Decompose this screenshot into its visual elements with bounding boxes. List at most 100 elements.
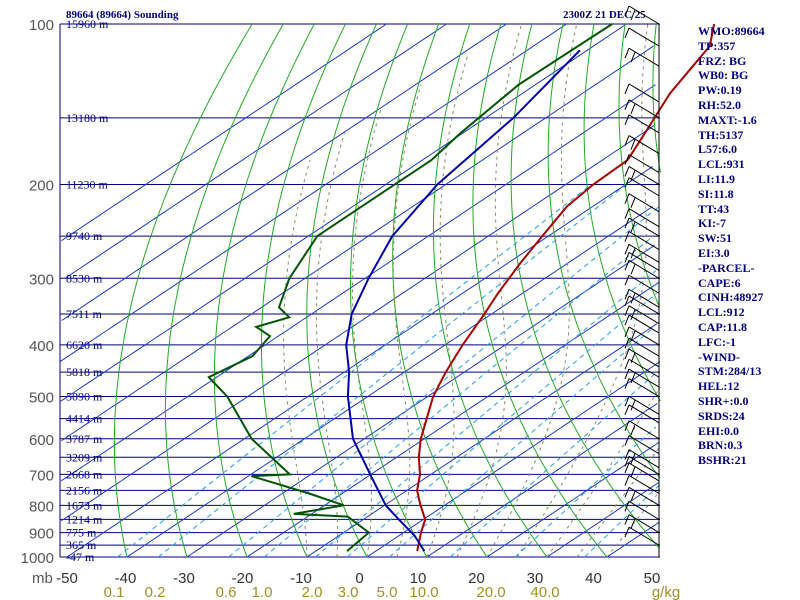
wind-barb: [624, 260, 630, 271]
wind-barb: [624, 289, 630, 300]
side-index-item: RH:52.0: [698, 97, 741, 112]
moist-adiabat-line: [456, 23, 523, 558]
wind-barb: [628, 395, 660, 415]
wind-barb: [630, 372, 636, 384]
side-index-item: EHI:0.0: [698, 423, 740, 438]
side-index-item: SI:11.8: [698, 186, 734, 201]
wind-barb: [628, 231, 660, 251]
height-label: 2156 m: [66, 483, 103, 497]
sounding-time: 2300Z 21 DEC 25: [563, 9, 646, 21]
wind-barb: [630, 103, 636, 115]
wind-barb: [628, 526, 660, 546]
moist-adiabat-line: [486, 23, 578, 558]
station-title: 89664 (89664) Sounding: [66, 9, 179, 21]
wind-barb: [624, 83, 630, 95]
wind-barb: [624, 487, 630, 498]
wind-barb: [624, 396, 630, 407]
side-index-item: EI:3.0: [698, 245, 730, 260]
moist-adiabat-line: [392, 84, 422, 558]
dry-adiabat-line: [618, 23, 661, 308]
isotherm-line: [61, 23, 507, 321]
wind-barb: [624, 326, 630, 338]
wind-barb: [628, 404, 660, 424]
wind-barb: [624, 244, 630, 255]
side-index-item: LCL:912: [698, 305, 745, 320]
moist-adiabat-line: [606, 490, 661, 558]
mixing-ratio-label: 0.1: [104, 584, 125, 600]
temperature-tick-label: -10: [290, 570, 312, 587]
wind-barb: [624, 404, 630, 415]
isotherm-line: [186, 244, 655, 558]
height-label: 2668 m: [66, 467, 103, 481]
wind-barb: [628, 295, 660, 315]
temperature-tick-label: 50: [644, 570, 661, 587]
height-label: 3787 m: [66, 432, 103, 446]
pressure-tick-label: 1000: [21, 550, 54, 567]
side-index-item: LCL:931: [698, 157, 745, 172]
wind-barb: [624, 475, 630, 486]
mixing-ratio-line: [449, 371, 658, 558]
wind-barb: [624, 359, 630, 370]
wind-barb: [624, 449, 630, 460]
temperature-profile-line: [416, 23, 716, 552]
wind-barb: [630, 139, 636, 150]
pressure-tick-label: 900: [29, 526, 54, 543]
side-index-item: HEL:12: [698, 379, 740, 394]
side-index-item: WMO:89664: [698, 24, 765, 38]
wind-barb: [624, 514, 630, 525]
wind-barb: [624, 314, 630, 326]
mixing-ratio-line: [117, 184, 592, 558]
wind-barb: [628, 135, 660, 154]
wind-barb: [628, 193, 660, 213]
side-index-item: TP:357: [698, 38, 736, 53]
wind-barb: [628, 378, 660, 397]
mixing-ratio-line: [263, 235, 654, 558]
wind-barb: [628, 243, 660, 263]
height-label: 13180 m: [66, 111, 109, 125]
isotherm-line: [486, 442, 659, 558]
wind-barb: [624, 462, 630, 474]
moist-adiabat-line: [516, 23, 649, 558]
temperature-tick-label: -50: [56, 570, 78, 587]
height-label: 6620 m: [66, 338, 103, 352]
mixing-ratio-label: 20.0: [476, 584, 505, 600]
pressure-tick-label: 800: [29, 498, 54, 515]
moist-adiabat-line: [315, 132, 346, 558]
wind-barb: [628, 5, 660, 25]
wind-barb: [628, 368, 660, 388]
wind-barb: [624, 154, 630, 165]
side-index-item: CAP:11.8: [698, 319, 747, 334]
isotherm-line: [426, 402, 658, 558]
isotherm-line: [606, 521, 660, 558]
wind-barb: [628, 83, 660, 103]
pressure-tick-label: 200: [29, 177, 54, 194]
temperature-tick-label: 0: [355, 570, 363, 587]
wind-barb: [628, 314, 660, 334]
wind-barb: [628, 358, 660, 378]
wind-barb: [628, 348, 660, 368]
side-index-item: SW:51: [698, 231, 733, 246]
isotherm-line: [306, 323, 658, 558]
wind-barb: [628, 514, 660, 534]
wind-barb: [624, 135, 630, 146]
sounding-indices-panel: WMO:89664 TP:357 FRZ: BG WB0: BG PW:0.19 RH:5…: [698, 24, 798, 468]
mixing-ratio-line: [228, 206, 660, 558]
wind-barb: [624, 338, 630, 349]
temperature-tick-label: 30: [527, 570, 544, 587]
side-index-item: TT:43: [698, 201, 730, 216]
mixing-ratio-label: 2.0: [302, 584, 323, 600]
dry-adiabat-line: [213, 23, 315, 558]
dry-adiabat-line: [510, 23, 661, 550]
dry-adiabat-line: [350, 23, 428, 558]
side-index-item: BRN:0.3: [698, 438, 743, 453]
mixing-ratio-label: 10.0: [409, 584, 438, 600]
side-index-item: PW:0.19: [698, 83, 742, 98]
isotherm-line: [246, 281, 660, 558]
side-index-item: SHR+:0.0: [698, 393, 749, 408]
height-label: 1673 m: [66, 498, 103, 512]
mixing-ratio-label: 1.0: [252, 584, 273, 600]
wind-barb: [630, 400, 636, 411]
height-label: 5090 m: [66, 390, 103, 404]
height-label: 365 m: [66, 538, 97, 552]
